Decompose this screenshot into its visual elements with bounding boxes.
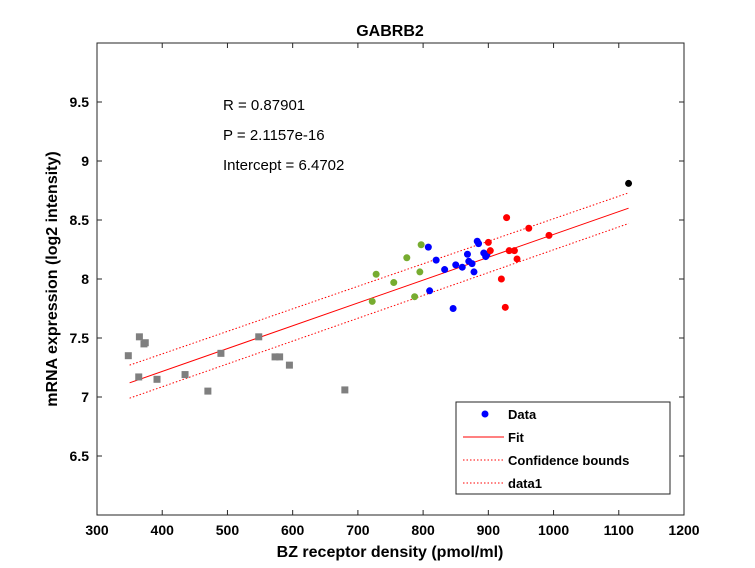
data-point bbox=[426, 287, 434, 295]
data-point bbox=[341, 386, 349, 394]
legend-box bbox=[455, 401, 671, 495]
data-point bbox=[625, 179, 633, 187]
data-point bbox=[285, 361, 293, 369]
data-point bbox=[486, 247, 494, 255]
data-point bbox=[124, 352, 132, 360]
annotation-intercept: Intercept = 6.4702 bbox=[223, 157, 344, 174]
y-tick-label: 8.5 bbox=[70, 212, 90, 228]
data-point bbox=[525, 224, 533, 232]
data-point bbox=[424, 243, 432, 251]
data-point bbox=[501, 303, 509, 311]
data-point bbox=[217, 349, 225, 357]
y-tick-label: 9 bbox=[81, 153, 89, 169]
x-tick-label: 900 bbox=[477, 522, 501, 538]
data-point bbox=[470, 268, 478, 276]
y-tick-label: 7 bbox=[81, 389, 89, 405]
data-point bbox=[271, 353, 279, 361]
y-tick-label: 6.5 bbox=[70, 448, 90, 464]
chart-title: GABRB2 bbox=[356, 23, 424, 40]
x-axis-label: BZ receptor density (pmol/ml) bbox=[277, 544, 504, 561]
data-point bbox=[449, 305, 457, 312]
data-point bbox=[141, 339, 149, 347]
data-point bbox=[411, 293, 419, 301]
data-point bbox=[458, 263, 466, 271]
x-tick-label: 500 bbox=[216, 522, 240, 538]
data-point bbox=[153, 375, 161, 383]
data-point bbox=[497, 275, 505, 283]
data-point bbox=[417, 241, 425, 249]
x-tick-label: 400 bbox=[151, 522, 175, 538]
y-axis-label: mRNA expression (log2 intensity) bbox=[44, 151, 61, 406]
data-point bbox=[484, 238, 492, 246]
data-point bbox=[135, 373, 143, 381]
x-tick-label: 1000 bbox=[538, 522, 569, 538]
data-point bbox=[475, 240, 483, 248]
data-point bbox=[390, 279, 398, 287]
data-point bbox=[452, 261, 460, 269]
data-point bbox=[135, 333, 143, 341]
legend-data-marker bbox=[481, 410, 489, 418]
annotation-r: R = 0.87901 bbox=[223, 97, 305, 114]
y-tick-label: 9.5 bbox=[70, 94, 90, 110]
data-point bbox=[416, 268, 424, 276]
x-tick-label: 1100 bbox=[604, 522, 635, 538]
fit-line bbox=[129, 207, 629, 384]
data-point bbox=[204, 387, 212, 395]
y-tick-label: 8 bbox=[81, 271, 89, 287]
data-point bbox=[403, 254, 411, 262]
data-point bbox=[503, 214, 511, 222]
data-point bbox=[505, 247, 513, 255]
legend-fit-label: Fit bbox=[508, 430, 525, 445]
legend-confidence-label: Confidence bounds bbox=[508, 453, 629, 468]
x-tick-label: 600 bbox=[281, 522, 305, 538]
data-point bbox=[276, 353, 284, 361]
legend-data1-label: data1 bbox=[508, 476, 542, 491]
x-tick-label: 1200 bbox=[668, 522, 699, 538]
data-point bbox=[545, 231, 553, 239]
data-point bbox=[468, 260, 476, 268]
x-tick-label: 800 bbox=[411, 522, 435, 538]
confidence-lower-line bbox=[129, 223, 629, 399]
x-tick-label: 300 bbox=[85, 522, 109, 538]
legend-data-label: Data bbox=[508, 407, 537, 422]
data-point bbox=[255, 333, 263, 341]
annotation-p: P = 2.1157e-16 bbox=[223, 127, 325, 144]
data-point bbox=[463, 250, 471, 258]
x-tick-label: 700 bbox=[346, 522, 370, 538]
data-point bbox=[432, 256, 440, 264]
legend: Data Fit Confidence bounds data1 bbox=[455, 401, 671, 495]
confidence-upper-line bbox=[129, 192, 629, 366]
data-point bbox=[181, 371, 189, 379]
data-point bbox=[372, 270, 380, 278]
data-point bbox=[368, 297, 376, 305]
data-point bbox=[513, 255, 521, 263]
data-point bbox=[441, 266, 449, 274]
y-tick-label: 7.5 bbox=[70, 330, 90, 346]
data-point bbox=[510, 247, 518, 255]
